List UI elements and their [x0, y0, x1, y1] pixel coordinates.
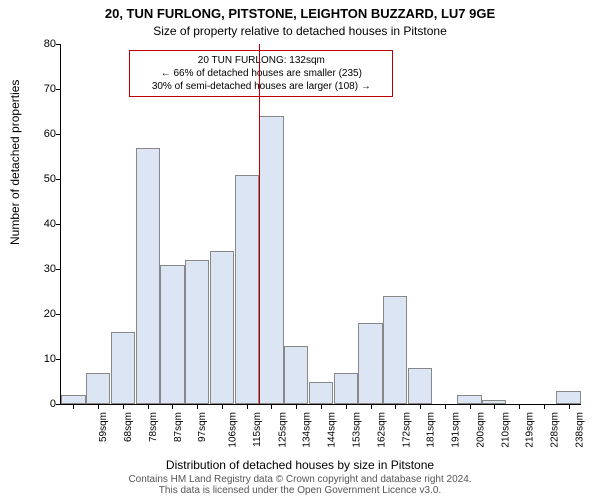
x-tick-mark [569, 404, 570, 409]
y-tick-label: 70 [26, 83, 56, 95]
y-tick-label: 60 [26, 128, 56, 140]
x-tick-mark [271, 404, 272, 409]
x-tick-mark [420, 404, 421, 409]
chart-footer: Contains HM Land Registry data © Crown c… [0, 474, 600, 496]
x-tick-mark [470, 404, 471, 409]
y-tick-mark [56, 314, 61, 315]
y-axis-label: Number of detached properties [8, 80, 22, 245]
histogram-bar [284, 346, 308, 405]
annotation-line-1: 20 TUN FURLONG: 132sqm [136, 54, 386, 67]
x-tick-label: 238sqm [574, 412, 585, 448]
x-tick-mark [445, 404, 446, 409]
x-tick-label: 153sqm [352, 412, 363, 448]
x-tick-label: 125sqm [277, 412, 288, 448]
histogram-bar [259, 116, 283, 404]
x-tick-label: 97sqm [197, 412, 208, 442]
x-tick-mark [296, 404, 297, 409]
histogram-bar [334, 373, 358, 405]
histogram-bar [61, 395, 85, 404]
x-tick-label: 219sqm [525, 412, 536, 448]
reference-line [259, 44, 260, 404]
y-tick-label: 20 [26, 308, 56, 320]
histogram-bar [210, 251, 234, 404]
x-tick-label: 172sqm [401, 412, 412, 448]
y-tick-mark [56, 404, 61, 405]
histogram-bar [358, 323, 382, 404]
histogram-bar [185, 260, 209, 404]
histogram-bar [408, 368, 432, 404]
annotation-box: 20 TUN FURLONG: 132sqm ← 66% of detached… [129, 50, 393, 97]
x-tick-label: 68sqm [123, 412, 134, 442]
x-tick-mark [98, 404, 99, 409]
y-tick-label: 50 [26, 173, 56, 185]
histogram-bar [235, 175, 259, 405]
annotation-line-3: 30% of semi-detached houses are larger (… [136, 80, 386, 93]
x-tick-mark [172, 404, 173, 409]
x-tick-mark [321, 404, 322, 409]
histogram-bar [457, 395, 481, 404]
x-axis-label: Distribution of detached houses by size … [0, 458, 600, 472]
x-tick-label: 115sqm [252, 412, 263, 447]
x-tick-label: 228sqm [550, 412, 561, 448]
x-tick-mark [346, 404, 347, 409]
x-tick-label: 87sqm [173, 412, 184, 442]
x-tick-mark [247, 404, 248, 409]
y-tick-mark [56, 359, 61, 360]
histogram-bar [160, 265, 184, 405]
x-tick-label: 106sqm [228, 412, 239, 448]
x-tick-label: 200sqm [475, 412, 486, 448]
x-tick-label: 59sqm [98, 412, 109, 442]
y-tick-mark [56, 269, 61, 270]
histogram-bar [556, 391, 580, 405]
x-tick-label: 210sqm [500, 412, 511, 448]
x-tick-label: 181sqm [426, 412, 437, 448]
x-tick-mark [73, 404, 74, 409]
y-tick-mark [56, 224, 61, 225]
x-tick-mark [395, 404, 396, 409]
x-tick-mark [222, 404, 223, 409]
x-tick-mark [123, 404, 124, 409]
y-tick-label: 30 [26, 263, 56, 275]
y-tick-label: 0 [26, 398, 56, 410]
annotation-line-2: ← 66% of detached houses are smaller (23… [136, 67, 386, 80]
histogram-bar [136, 148, 160, 405]
x-tick-label: 78sqm [148, 412, 159, 442]
x-tick-mark [197, 404, 198, 409]
x-tick-label: 162sqm [376, 412, 387, 448]
y-tick-mark [56, 179, 61, 180]
chart-title-main: 20, TUN FURLONG, PITSTONE, LEIGHTON BUZZ… [0, 6, 600, 21]
histogram-bar [86, 373, 110, 405]
histogram-bar [111, 332, 135, 404]
x-tick-mark [544, 404, 545, 409]
plot-area: 20 TUN FURLONG: 132sqm ← 66% of detached… [60, 44, 581, 405]
y-tick-label: 10 [26, 353, 56, 365]
x-tick-mark [519, 404, 520, 409]
histogram-bar [309, 382, 333, 405]
y-tick-mark [56, 44, 61, 45]
x-tick-label: 191sqm [451, 412, 462, 448]
y-tick-mark [56, 134, 61, 135]
x-tick-label: 144sqm [327, 412, 338, 448]
y-tick-label: 40 [26, 218, 56, 230]
y-tick-mark [56, 89, 61, 90]
histogram-bar [383, 296, 407, 404]
x-tick-label: 134sqm [302, 412, 313, 448]
x-tick-mark [148, 404, 149, 409]
y-tick-label: 80 [26, 38, 56, 50]
x-tick-mark [371, 404, 372, 409]
chart-title-sub: Size of property relative to detached ho… [0, 24, 600, 38]
x-tick-mark [494, 404, 495, 409]
